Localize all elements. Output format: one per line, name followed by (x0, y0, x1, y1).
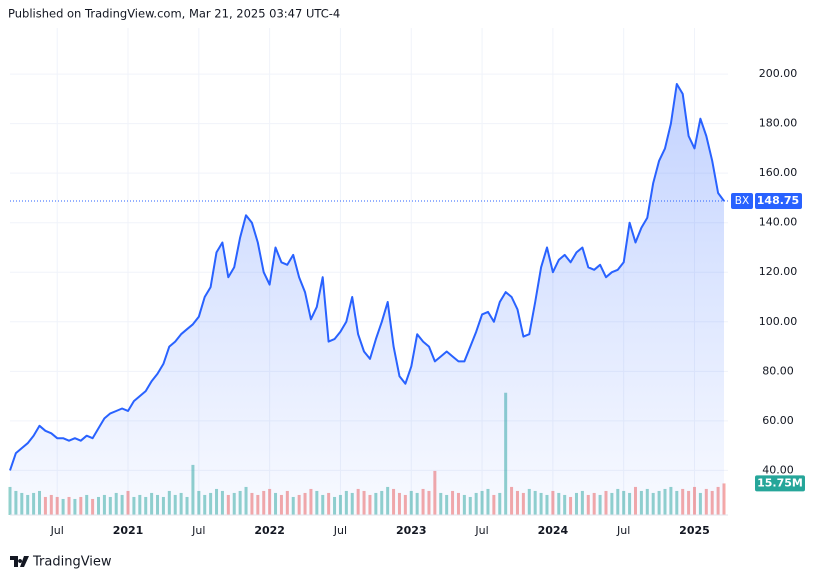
price-line (9, 83, 725, 471)
y-tick-label: 140.00 (759, 216, 798, 229)
footer: TradingView (32, 555, 112, 570)
x-tick-label: Jul (191, 524, 205, 537)
volume-label: 15.75M (757, 476, 803, 489)
y-tick-label: 40.00 (762, 463, 794, 476)
y-tick-label: 200.00 (759, 67, 798, 80)
y-tick-label: 60.00 (762, 414, 794, 427)
x-tick-label: 2024 (538, 524, 569, 537)
x-tick-label: Jul (474, 524, 488, 537)
symbol-badge (731, 193, 753, 210)
volume-badge (755, 475, 805, 492)
last-price-badge (755, 193, 802, 210)
y-tick-label: 120.00 (759, 265, 798, 278)
header: Published on TradingView.com, Mar 21, 20… (8, 7, 340, 21)
x-tick-label: 2022 (254, 524, 285, 537)
x-tick-label: 2023 (396, 524, 427, 537)
last-price-label: 148.75 (757, 194, 799, 207)
x-tick-label: Jul (616, 524, 630, 537)
logo (10, 556, 29, 567)
y-tick-label: 160.00 (759, 166, 798, 179)
symbol-label: BX (735, 195, 749, 207)
y-tick-label: 180.00 (759, 117, 798, 130)
x-tick-label: Jul (50, 524, 64, 537)
x-tick-label: Jul (333, 524, 347, 537)
x-tick-label: 2025 (679, 524, 710, 537)
x-tick-label: 2021 (113, 524, 144, 537)
y-tick-label: 100.00 (759, 315, 798, 328)
area-fill (10, 84, 724, 515)
y-tick-label: 80.00 (762, 364, 794, 377)
